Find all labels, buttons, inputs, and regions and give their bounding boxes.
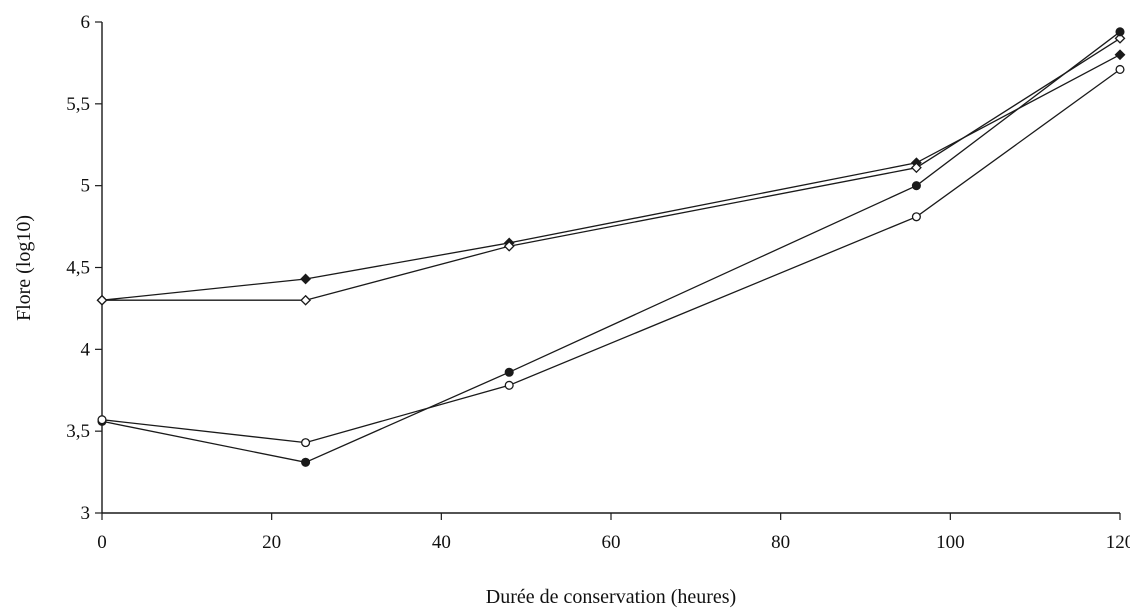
data-point-s3-3 <box>504 367 514 377</box>
data-point-s3-5 <box>1115 27 1125 37</box>
data-point-s4-4 <box>911 212 921 222</box>
y-tick-label: 5,5 <box>66 94 90 115</box>
data-point-s2-3 <box>503 240 515 252</box>
series-line-4 <box>101 68 1121 444</box>
data-point-s4-5 <box>1115 64 1125 75</box>
y-tick-label: 4 <box>81 339 91 360</box>
data-point-s4-1 <box>97 415 107 425</box>
axes <box>101 22 1120 514</box>
y-tick-label: 5 <box>81 176 91 197</box>
data-point-s2-5 <box>1114 32 1126 44</box>
data-point-s4-3 <box>504 380 514 390</box>
data-point-s3-4 <box>911 181 921 191</box>
data-markers <box>96 27 1126 467</box>
y-axis-title: Flore (log10) <box>13 215 35 321</box>
x-tick-label: 40 <box>432 532 451 553</box>
series-lines <box>101 31 1121 463</box>
axis-ticks: 33,544,555,560 20 40 60 80 100 120 <box>66 12 1130 553</box>
data-point-s3-2 <box>301 457 311 467</box>
series-line-2 <box>102 37 1121 301</box>
x-axis-title: Durée de conservation (heures) <box>486 586 736 608</box>
x-tick-label: 120 <box>1106 532 1130 553</box>
data-point-s2-2 <box>300 294 312 306</box>
data-point-s2-1 <box>96 294 108 306</box>
x-tick-label: 60 <box>602 532 621 553</box>
x-tick-label: 0 <box>97 532 107 553</box>
x-tick-label: 20 <box>262 532 281 553</box>
y-tick-label: 4,5 <box>66 258 90 279</box>
y-tick-label: 6 <box>81 12 91 33</box>
data-point-s1-5 <box>1114 49 1126 61</box>
series-line-1 <box>101 54 1121 301</box>
y-tick-label: 3 <box>81 503 91 524</box>
y-tick-label: 3,5 <box>66 421 90 442</box>
series-line-3 <box>101 31 1121 463</box>
x-tick-label: 100 <box>936 532 965 553</box>
x-tick-label: 80 <box>771 532 790 553</box>
data-point-s1-2 <box>300 273 312 285</box>
data-point-s2-4 <box>910 162 922 174</box>
data-point-s4-2 <box>301 438 311 448</box>
